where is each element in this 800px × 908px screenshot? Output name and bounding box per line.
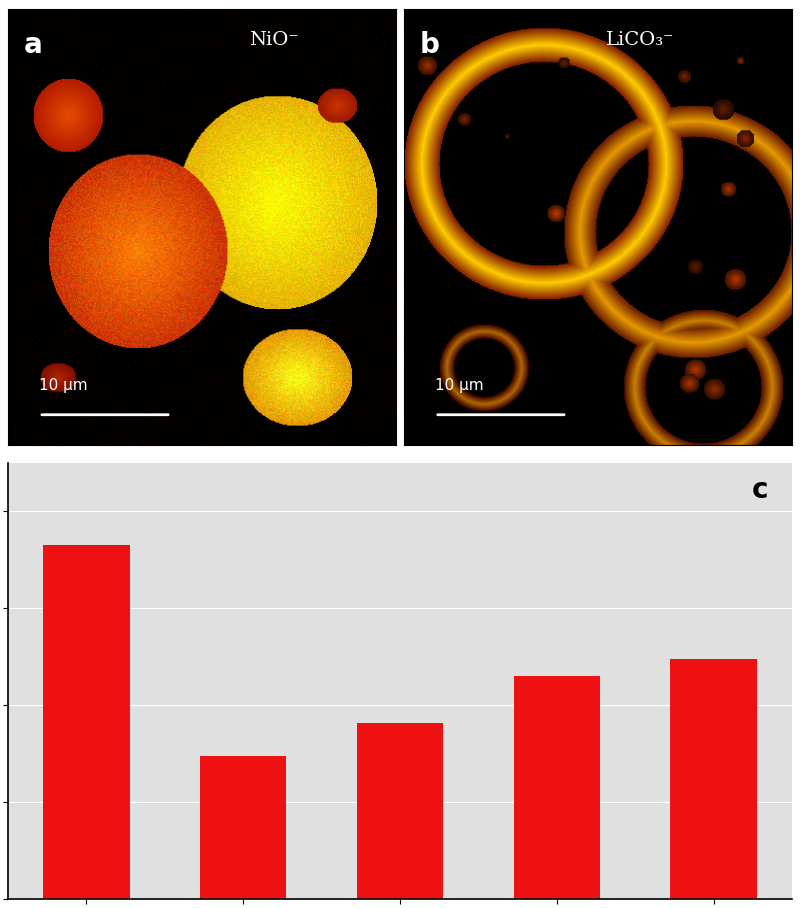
Text: c: c [752, 476, 769, 504]
Text: NiO⁻: NiO⁻ [249, 31, 298, 49]
Text: 10 μm: 10 μm [39, 378, 88, 393]
Bar [200, 756, 286, 899]
Bar [514, 676, 600, 899]
Bar [357, 723, 443, 899]
Text: a: a [23, 31, 42, 59]
Bar [43, 545, 130, 899]
Text: 10 μm: 10 μm [435, 378, 483, 393]
Text: b: b [419, 31, 439, 59]
Bar [670, 658, 757, 899]
Text: LiCO₃⁻: LiCO₃⁻ [606, 31, 674, 49]
